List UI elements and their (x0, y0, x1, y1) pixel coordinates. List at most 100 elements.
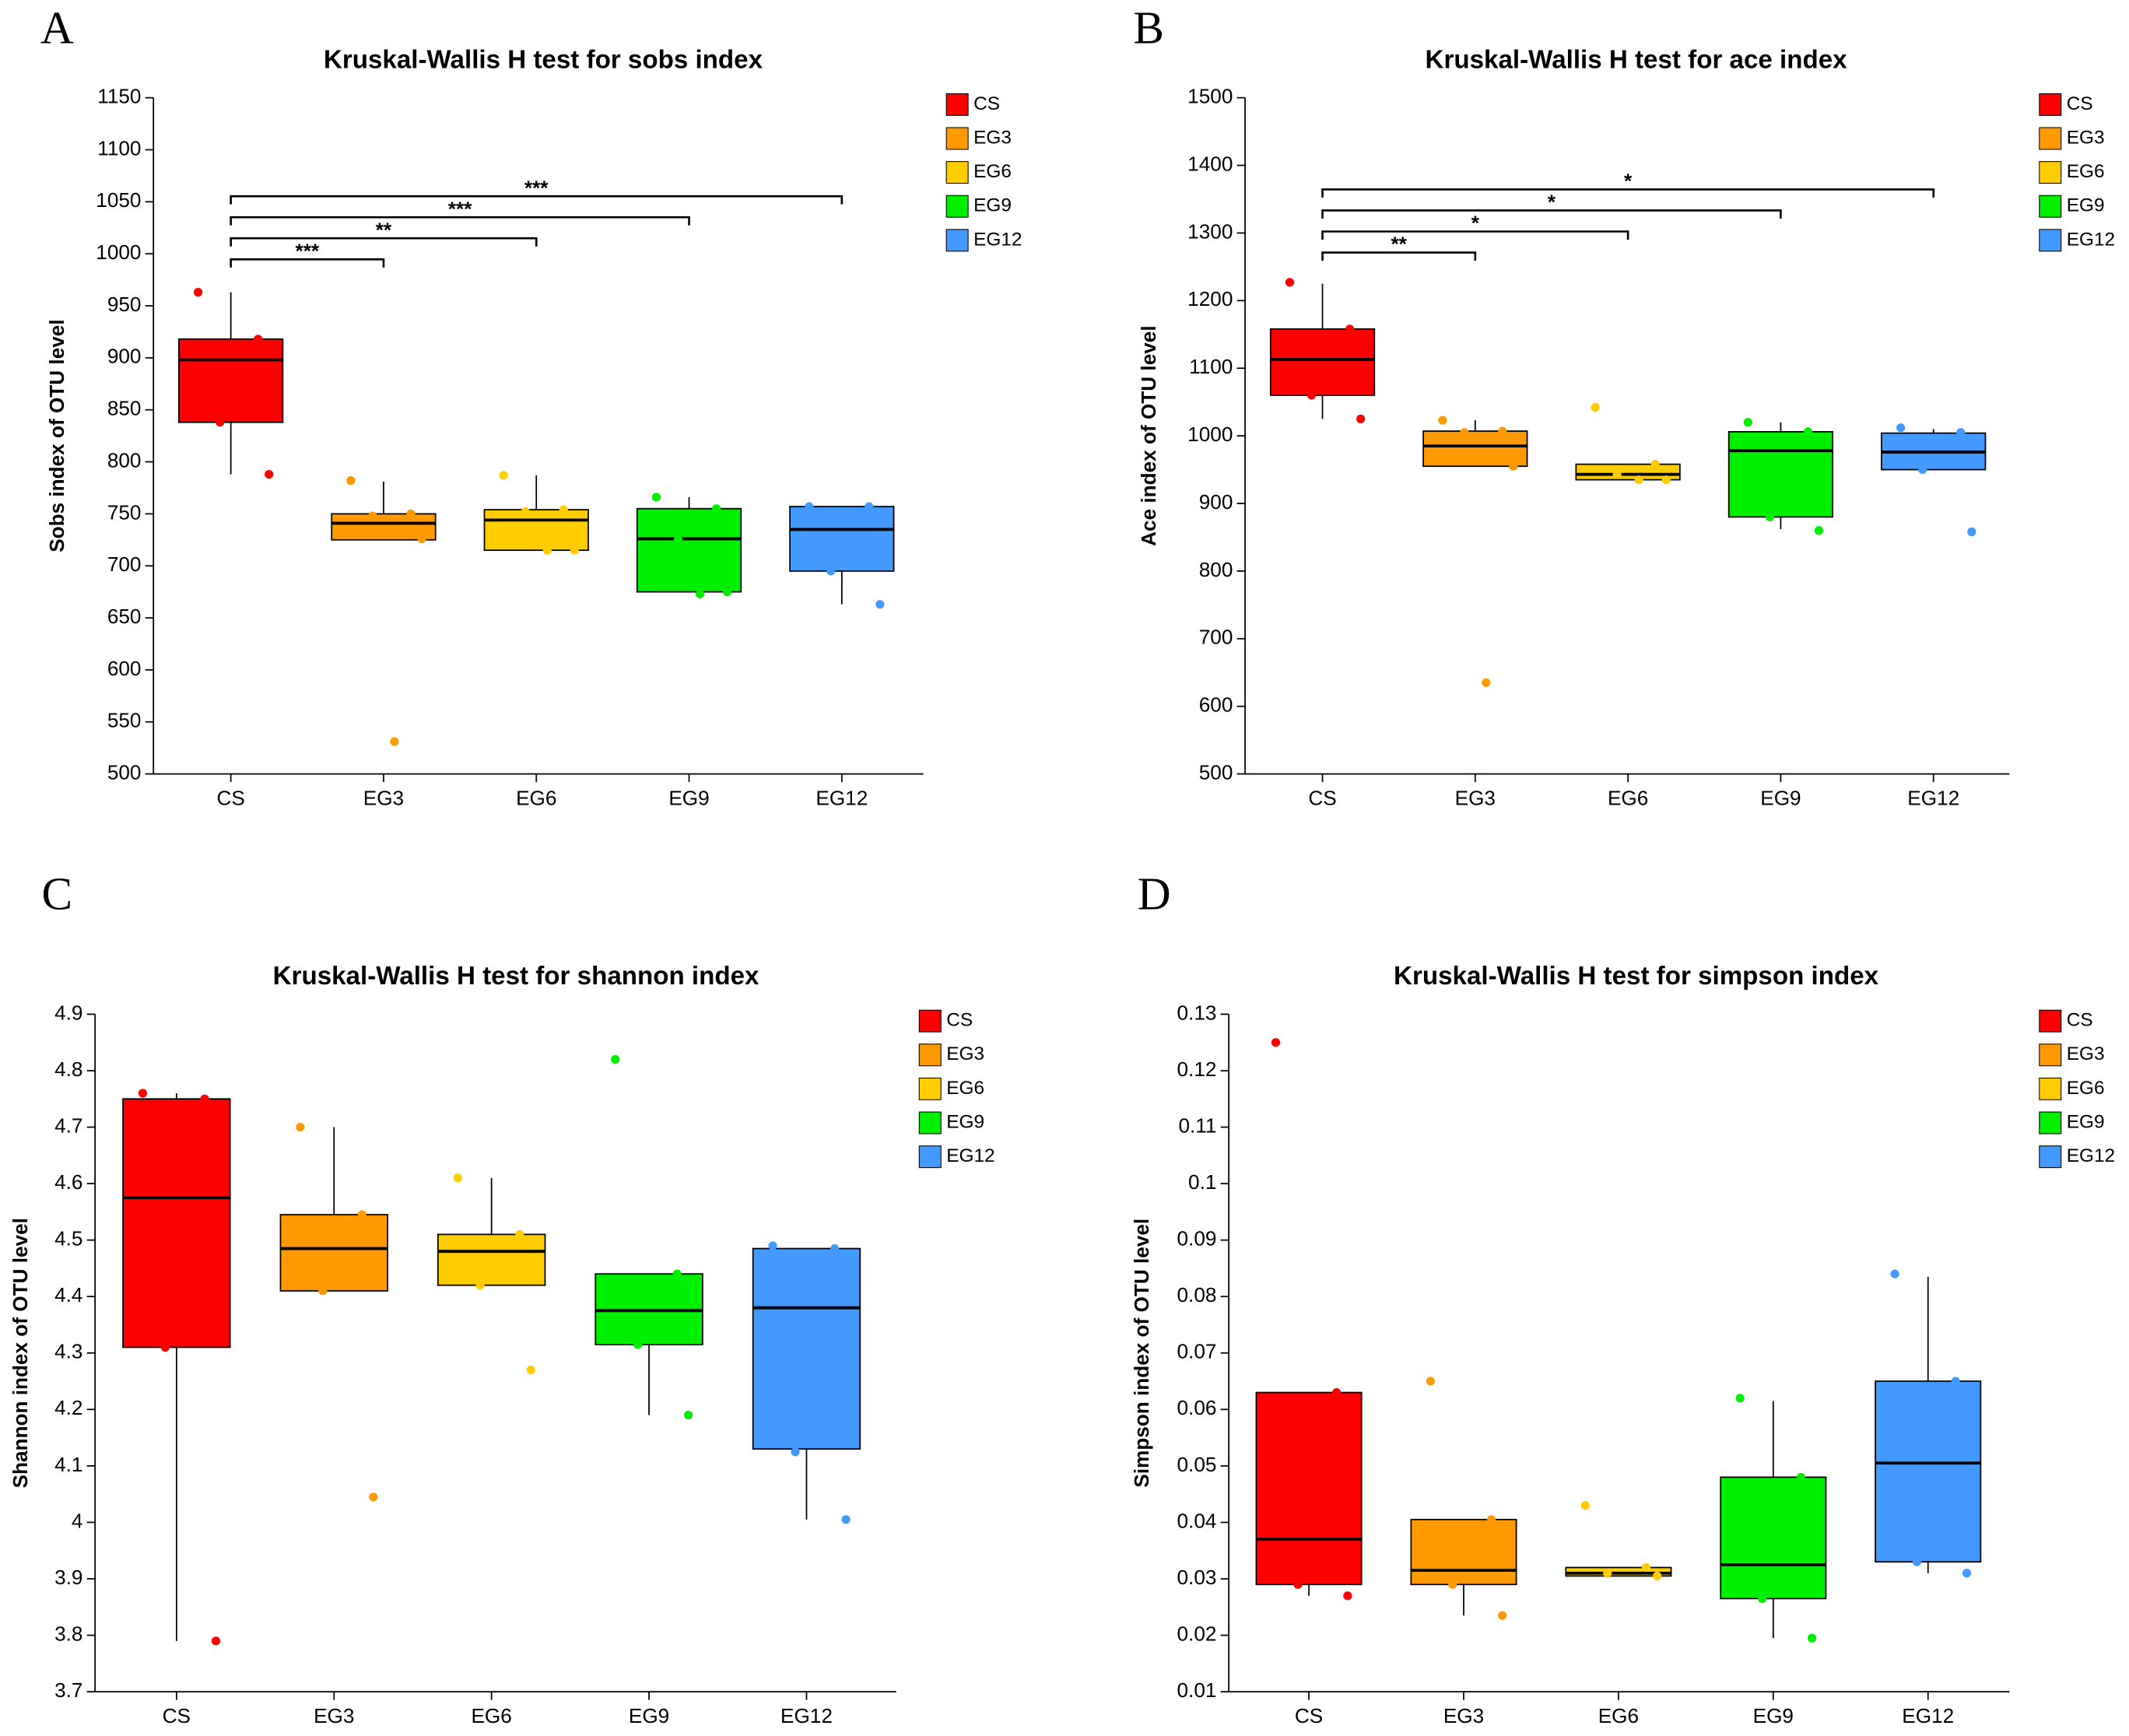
significance-label: *** (448, 197, 472, 220)
significance-bracket (1321, 188, 1935, 198)
data-point (875, 600, 885, 609)
data-point (1438, 416, 1447, 425)
data-point (1641, 1562, 1651, 1573)
box (279, 1214, 388, 1292)
y-tick-label: 850 (107, 397, 142, 420)
data-point (1890, 1269, 1899, 1278)
data-point (1509, 461, 1518, 471)
y-axis-title: Shannon index of OTU level (9, 1218, 32, 1488)
x-tick-label: CS (1308, 787, 1336, 810)
data-point (1807, 1633, 1817, 1643)
data-point (318, 1286, 328, 1296)
y-tick-label: 0.07 (1177, 1340, 1217, 1363)
legend-label: EG6 (946, 1078, 984, 1099)
legend-swatch (918, 1009, 942, 1033)
y-tick-label: 0.1 (1188, 1170, 1216, 1194)
y-tick-label: 0.06 (1177, 1396, 1217, 1419)
legend-label: EG9 (2067, 195, 2105, 216)
data-point (1765, 512, 1774, 521)
legend-label: EG3 (946, 1043, 984, 1064)
y-tick-label: 4.3 (54, 1340, 82, 1363)
legend-swatch (918, 1043, 942, 1067)
data-point (160, 1342, 170, 1352)
box (1410, 1518, 1517, 1586)
data-point (406, 509, 416, 518)
data-point (1356, 414, 1366, 423)
legend-swatch (945, 127, 969, 150)
data-point (1612, 470, 1622, 479)
y-tick-label: 0.12 (1177, 1057, 1217, 1081)
y-tick-label: 1500 (1187, 85, 1233, 108)
data-point (1591, 403, 1600, 412)
data-point (1486, 1515, 1496, 1524)
data-point (515, 1229, 524, 1239)
legend-swatch (945, 229, 969, 252)
data-point (1293, 1580, 1303, 1589)
data-point (138, 1089, 148, 1098)
box (1269, 328, 1376, 396)
data-point (193, 288, 203, 297)
data-point (684, 1411, 693, 1420)
y-tick-label: 1400 (1187, 152, 1233, 175)
data-point (1634, 475, 1643, 485)
x-tick-label: CS (163, 1704, 191, 1727)
x-tick-label: EG12 (1907, 787, 1959, 810)
data-point (1912, 1557, 1922, 1566)
chart-title: Kruskal-Wallis H test for shannon index (273, 962, 759, 991)
data-point (1962, 1569, 1972, 1578)
data-point (570, 545, 579, 555)
significance-label: ** (376, 218, 392, 241)
data-point (526, 1365, 535, 1375)
y-tick-label: 650 (107, 605, 142, 628)
chart-title: Kruskal-Wallis H test for ace index (1426, 45, 1848, 74)
data-point (390, 737, 399, 746)
x-tick-label: EG9 (1760, 787, 1801, 810)
legend-label: EG3 (2067, 1043, 2105, 1064)
y-tick-label: 600 (1199, 693, 1233, 717)
legend-swatch (945, 93, 969, 116)
box (483, 509, 589, 552)
x-tick-label: CS (216, 787, 244, 810)
y-axis-title: Sobs index of OTU level (45, 319, 68, 552)
box (437, 1233, 546, 1286)
x-tick-label: EG3 (1455, 787, 1496, 810)
y-tick-label: 0.13 (1177, 1001, 1217, 1024)
x-tick-label: EG12 (815, 787, 868, 810)
legend-label: EG6 (973, 161, 1012, 182)
data-point (1271, 1038, 1281, 1047)
data-point (1482, 678, 1491, 687)
box (789, 506, 895, 572)
x-tick-label: EG9 (1753, 1704, 1794, 1727)
y-tick-label: 800 (1199, 558, 1233, 581)
legend-label: CS (2067, 93, 2093, 114)
significance-label: ** (1391, 233, 1407, 256)
y-tick-label: 4.8 (54, 1057, 82, 1081)
y-axis-title: Simpson index of OTU level (1130, 1219, 1153, 1488)
data-point (1307, 391, 1317, 400)
data-point (357, 1210, 367, 1219)
legend-label: CS (2067, 1010, 2093, 1031)
y-tick-label: 3.8 (54, 1622, 82, 1645)
y-tick-label: 4.4 (54, 1283, 82, 1306)
y-tick-label: 4.1 (54, 1453, 82, 1476)
significance-bracket (1321, 209, 1782, 219)
data-point (521, 507, 530, 517)
data-point (216, 418, 225, 427)
legend-label: CS (946, 1010, 973, 1031)
legend-swatch (2039, 195, 2062, 218)
y-tick-label: 800 (107, 448, 142, 472)
y-tick-label: 1100 (1189, 355, 1233, 378)
y-tick-label: 600 (107, 657, 142, 680)
x-tick-label: EG3 (363, 787, 404, 810)
data-point (296, 1122, 305, 1132)
box (636, 507, 742, 593)
data-point (1498, 426, 1507, 436)
y-tick-label: 900 (1199, 490, 1233, 514)
data-point (1343, 1591, 1352, 1601)
y-tick-label: 500 (107, 760, 142, 784)
legend-label: EG6 (2067, 1078, 2105, 1099)
data-point (1956, 428, 1966, 437)
data-point (1896, 423, 1906, 433)
data-point (265, 469, 274, 479)
